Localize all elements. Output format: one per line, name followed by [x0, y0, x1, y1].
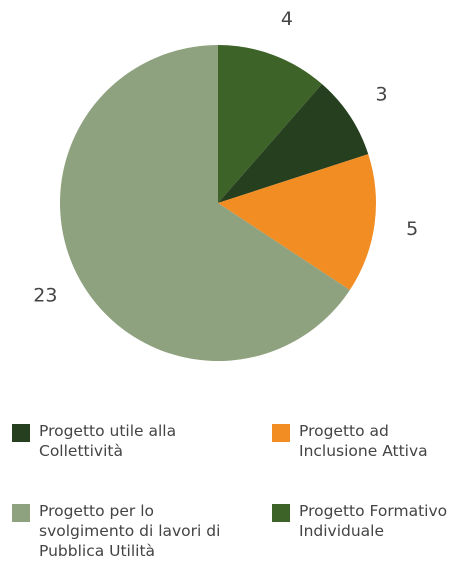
- pie-slice: [218, 84, 369, 203]
- pie-slice: [218, 154, 376, 291]
- pie-slice: [218, 45, 322, 203]
- legend-swatch: [272, 424, 290, 442]
- value-label: 3: [376, 84, 388, 106]
- pie-slice: [59, 45, 350, 362]
- value-label: 23: [33, 284, 57, 306]
- legend-label: Progetto utile alla Collettività: [39, 422, 177, 460]
- legend-label: Progetto per lo svolgimento di lavori di…: [39, 502, 221, 560]
- value-label: 5: [406, 218, 418, 240]
- legend-swatch: [272, 504, 290, 522]
- legend-label: Progetto ad Inclusione Attiva: [299, 422, 428, 460]
- legend-swatch: [12, 424, 30, 442]
- legend-swatch: [12, 504, 30, 522]
- legend-label: Progetto Formativo Individuale: [299, 502, 448, 540]
- value-label: 4: [281, 8, 293, 30]
